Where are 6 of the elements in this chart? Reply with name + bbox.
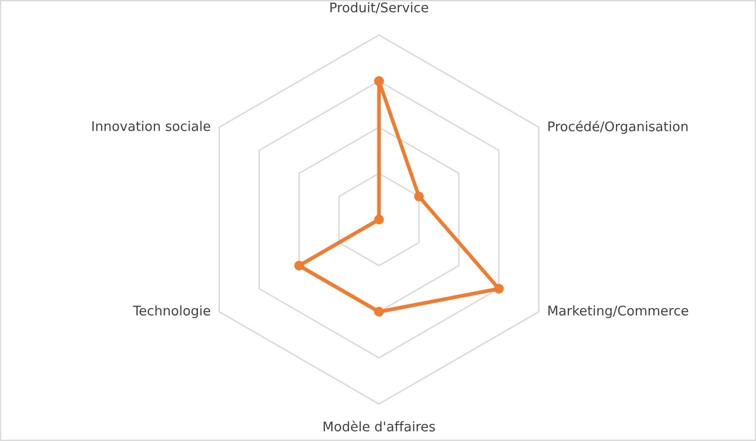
spoke-label: Technologie [132,305,210,318]
spoke-label: Marketing/Commerce [548,305,688,318]
spoke-label: Modèle d'affaires [324,420,435,432]
spoke-label: Procédé/Organisation [548,120,688,134]
spoke-label: Innovation sociale [92,120,210,132]
spoke-label: Produit/Service [330,2,428,14]
